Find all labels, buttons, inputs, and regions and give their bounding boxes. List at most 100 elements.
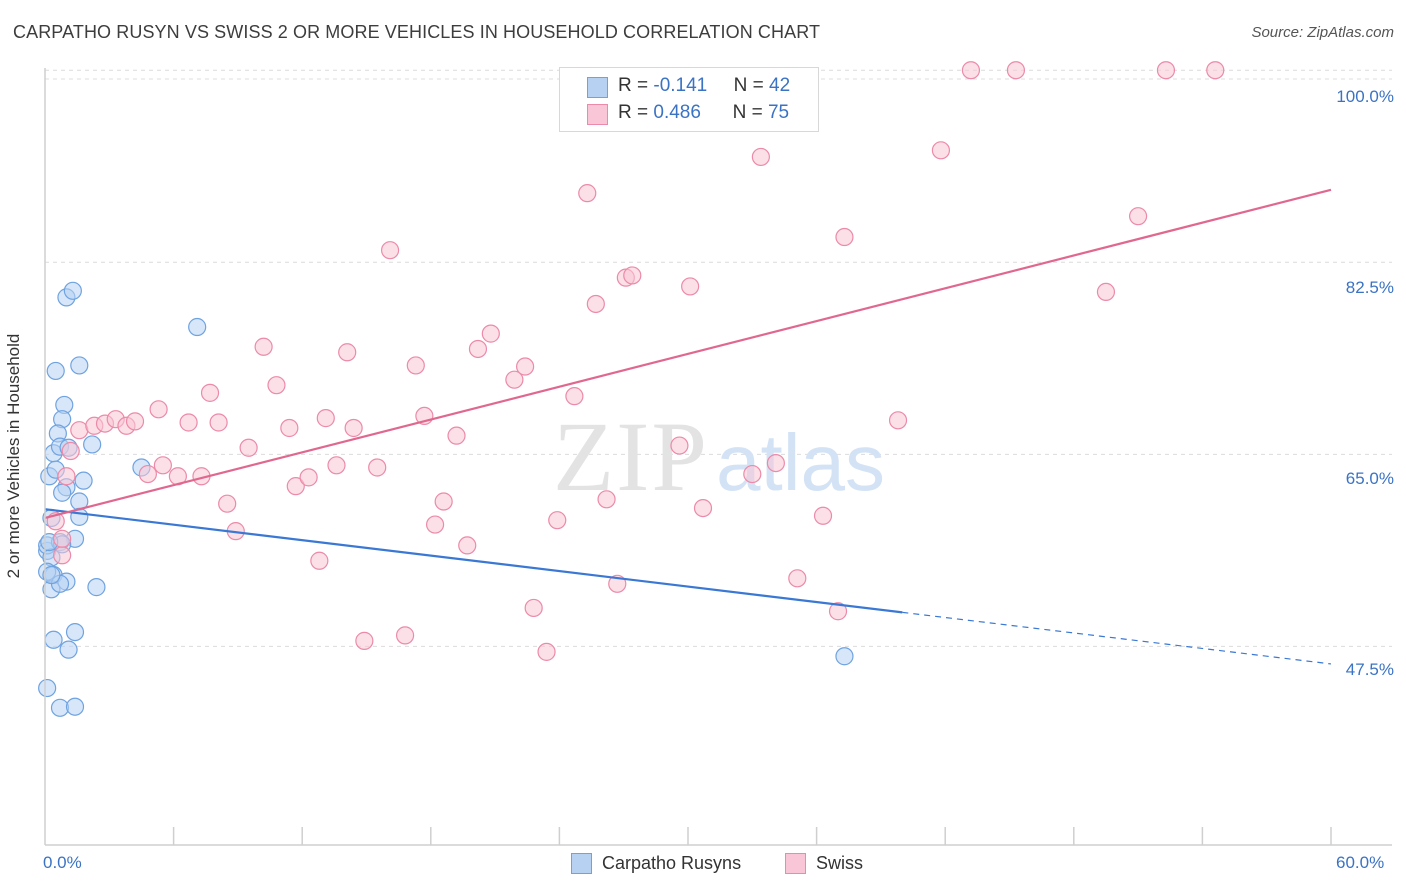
x-tick-label: 60.0% [1336, 853, 1385, 872]
carpatho-trend-extension [902, 611, 1332, 665]
swiss-point [125, 412, 145, 431]
x-tick-label: 0.0% [43, 853, 82, 872]
watermark-atlas: atlas [716, 418, 885, 507]
carpatho-point [65, 697, 85, 716]
swiss-point [200, 383, 220, 402]
swiss-point [57, 467, 76, 486]
swiss-point [209, 413, 228, 432]
stats-legend: R = -0.141 N = 42 R = 0.486 N = 75 [559, 67, 819, 132]
swiss-point [53, 529, 72, 548]
carpatho-point [65, 623, 85, 642]
y-tick-label: 47.5% [1345, 660, 1394, 679]
carpatho-trend-line [44, 508, 903, 614]
swiss-point [447, 426, 466, 445]
swiss-point [425, 515, 445, 534]
swiss-point [368, 458, 387, 477]
y-tick-label: 100.0% [1336, 87, 1394, 106]
swiss-point [1128, 207, 1148, 226]
swiss-point [254, 337, 273, 356]
carpatho-point [70, 356, 89, 375]
swiss-point [70, 421, 89, 440]
swiss-point [316, 409, 335, 428]
swiss-point [1206, 61, 1225, 80]
swiss-point [670, 436, 689, 455]
swiss-point [835, 227, 854, 247]
swiss-point [578, 184, 597, 203]
swiss-point [344, 418, 363, 438]
carpatho-point [42, 565, 61, 585]
swiss-point [149, 400, 168, 419]
swiss-point [586, 294, 605, 314]
swiss-point [1156, 61, 1176, 80]
swiss-swatch [587, 104, 608, 125]
n-label: N = [732, 102, 768, 123]
carpatho-point [74, 471, 93, 490]
swiss-point [218, 494, 237, 513]
swiss-point [565, 387, 584, 406]
y-axis-label: 2 or more Vehicles in Household [4, 333, 23, 579]
swiss-point [813, 506, 833, 525]
swiss-trend-line [44, 188, 1332, 520]
carpatho-point [87, 578, 106, 597]
legend-label: Swiss [816, 853, 864, 873]
swiss-point [788, 569, 807, 588]
swiss-point [516, 357, 535, 376]
n-label: N = [733, 75, 770, 96]
swiss-point [537, 642, 556, 661]
swiss-point [406, 356, 425, 375]
swiss-point [153, 456, 172, 475]
swiss-point [61, 441, 80, 461]
swiss-point [310, 551, 329, 570]
swiss-point [380, 241, 400, 260]
swiss-point [524, 598, 543, 618]
carpatho-point [46, 361, 65, 381]
carpatho-point [63, 281, 82, 300]
swiss-point [481, 324, 500, 343]
carpatho-point [59, 640, 78, 659]
swiss-swatch [785, 853, 806, 874]
r-value: -0.141 [653, 75, 708, 96]
swiss-point [597, 490, 616, 509]
swiss-point [681, 277, 700, 296]
swiss-point [327, 456, 346, 475]
swiss-point [888, 411, 908, 430]
swiss-point [505, 370, 524, 389]
swiss-point [267, 376, 286, 395]
swiss-point [355, 631, 374, 650]
swiss-point [693, 498, 713, 518]
r-label: R = [618, 75, 654, 96]
swiss-point [931, 141, 951, 160]
swiss-point [53, 546, 72, 565]
swiss-point [743, 464, 762, 484]
carpatho-point [38, 678, 57, 698]
n-value: 75 [767, 102, 790, 123]
swiss-point [458, 536, 477, 555]
watermark-zip: ZIP [553, 401, 709, 512]
chart-title: CARPATHO RUSYN VS SWISS 2 OR MORE VEHICL… [13, 22, 821, 42]
swiss-point [434, 492, 453, 511]
swiss-point [299, 468, 318, 487]
carpatho-point [44, 630, 63, 649]
swiss-point [1006, 61, 1026, 80]
swiss-point [395, 626, 415, 645]
carpatho-point [835, 647, 854, 666]
swiss-point [548, 511, 567, 530]
swiss-point [751, 147, 770, 167]
swiss-point [239, 438, 258, 457]
carpatho-point [53, 483, 72, 502]
swiss-point [138, 464, 157, 484]
swiss-point [961, 61, 981, 80]
swiss-point [766, 453, 785, 473]
swiss-point [338, 343, 357, 362]
carpatho-point [188, 317, 207, 337]
swiss-point [1096, 282, 1116, 301]
swiss-point [468, 339, 488, 359]
r-value: 0.486 [653, 102, 701, 123]
swiss-point [280, 418, 299, 438]
carpatho-point [50, 698, 70, 717]
n-value: 42 [769, 75, 791, 96]
source-label: Source: ZipAtlas.com [1251, 24, 1394, 41]
swiss-point [623, 266, 642, 285]
r-label: R = [618, 102, 654, 123]
